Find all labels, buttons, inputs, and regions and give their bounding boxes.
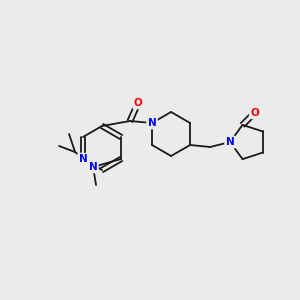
Text: N: N (226, 137, 235, 147)
Text: N: N (148, 118, 156, 128)
Text: O: O (250, 108, 259, 118)
Text: N: N (226, 137, 235, 147)
Text: N: N (148, 118, 156, 128)
Text: O: O (134, 98, 142, 108)
Text: N: N (79, 154, 87, 164)
Text: N: N (89, 162, 98, 172)
